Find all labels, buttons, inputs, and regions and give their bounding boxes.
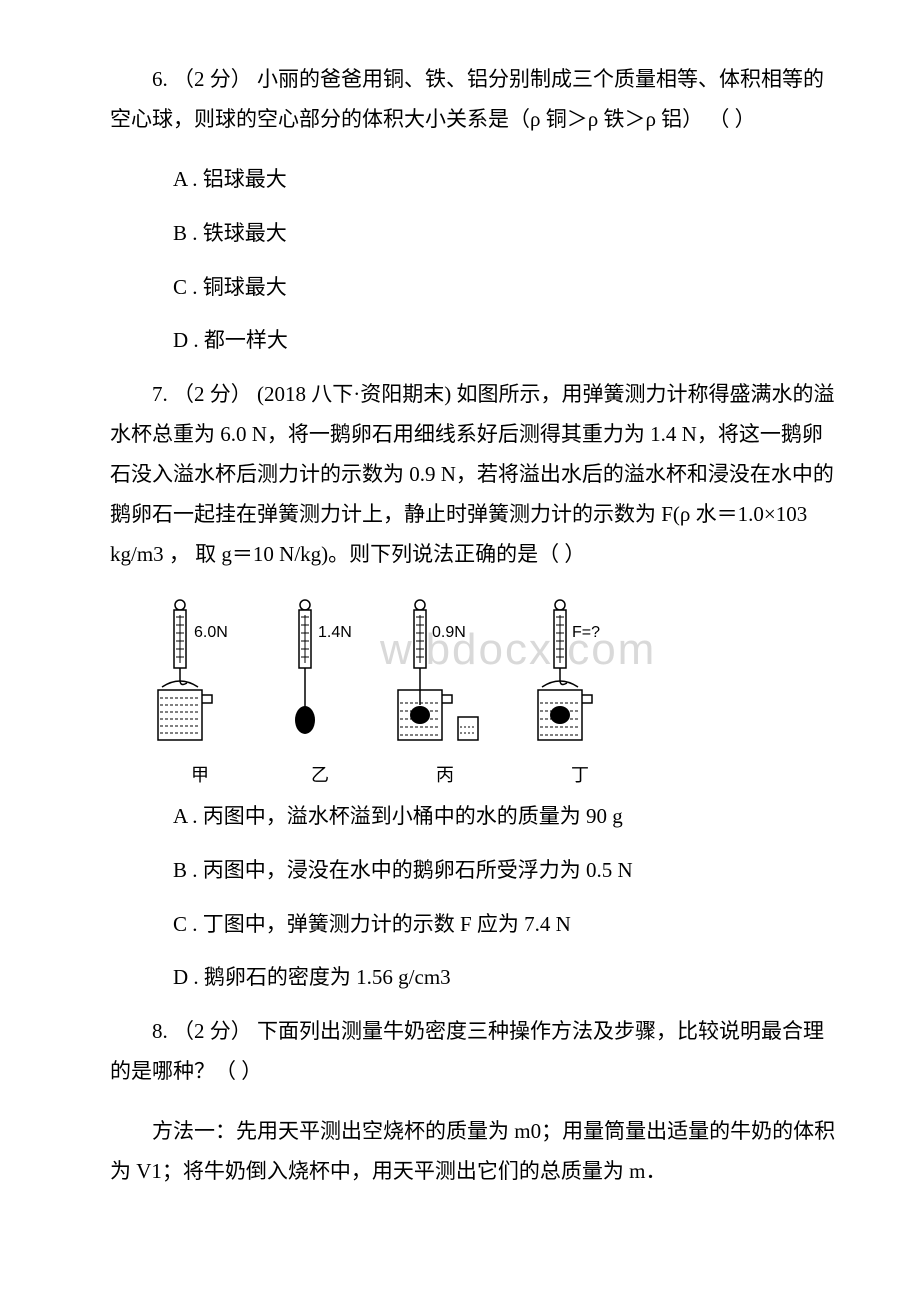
subfigure-yi: 1.4N 乙	[280, 595, 360, 787]
q6-option-b: B . 铁球最大	[110, 214, 840, 254]
q7-option-c: C . 丁图中，弹簧测力计的示数 F 应为 7.4 N	[110, 905, 840, 945]
subfigure-ding: F=? 丁	[530, 595, 630, 787]
q8-text: 8. （2 分） 下面列出测量牛奶密度三种操作方法及步骤，比较说明最合理的是哪种…	[110, 1012, 840, 1092]
label-yi: 1.4N	[318, 624, 352, 641]
spring-scale-yi: 1.4N	[280, 595, 360, 755]
caption-bing: 丙	[436, 761, 454, 787]
spring-scale-jia: 6.0N	[150, 595, 250, 755]
q7-option-d: D . 鹅卵石的密度为 1.56 g/cm3	[110, 958, 840, 998]
caption-jia: 甲	[191, 761, 209, 787]
q6-option-d: D . 都一样大	[110, 321, 840, 361]
q7-figure: w.bdocx.com 6.0N	[150, 595, 840, 787]
q7-option-a: A . 丙图中，溢水杯溢到小桶中的水的质量为 90 g	[110, 797, 840, 837]
subfigure-bing: 0.9N 丙	[390, 595, 500, 787]
subfigure-jia: 6.0N 甲	[150, 595, 250, 787]
q6-option-c: C . 铜球最大	[110, 268, 840, 308]
spring-scale-ding: F=?	[530, 595, 630, 755]
q8-method1: 方法一：先用天平测出空烧杯的质量为 m0；用量筒量出适量的牛奶的体积为 V1；将…	[110, 1112, 840, 1192]
label-jia: 6.0N	[194, 624, 228, 641]
q6-text: 6. （2 分） 小丽的爸爸用铜、铁、铝分别制成三个质量相等、体积相等的空心球，…	[110, 60, 840, 140]
caption-yi: 乙	[311, 761, 329, 787]
q7-text: 7. （2 分） (2018 八下·资阳期末) 如图所示，用弹簧测力计称得盛满水…	[110, 375, 840, 574]
q7-option-b: B . 丙图中，浸没在水中的鹅卵石所受浮力为 0.5 N	[110, 851, 840, 891]
caption-ding: 丁	[571, 761, 589, 787]
q6-option-a: A . 铝球最大	[110, 160, 840, 200]
label-bing: 0.9N	[432, 624, 466, 641]
label-ding: F=?	[572, 624, 600, 641]
spring-scale-bing: 0.9N	[390, 595, 500, 755]
